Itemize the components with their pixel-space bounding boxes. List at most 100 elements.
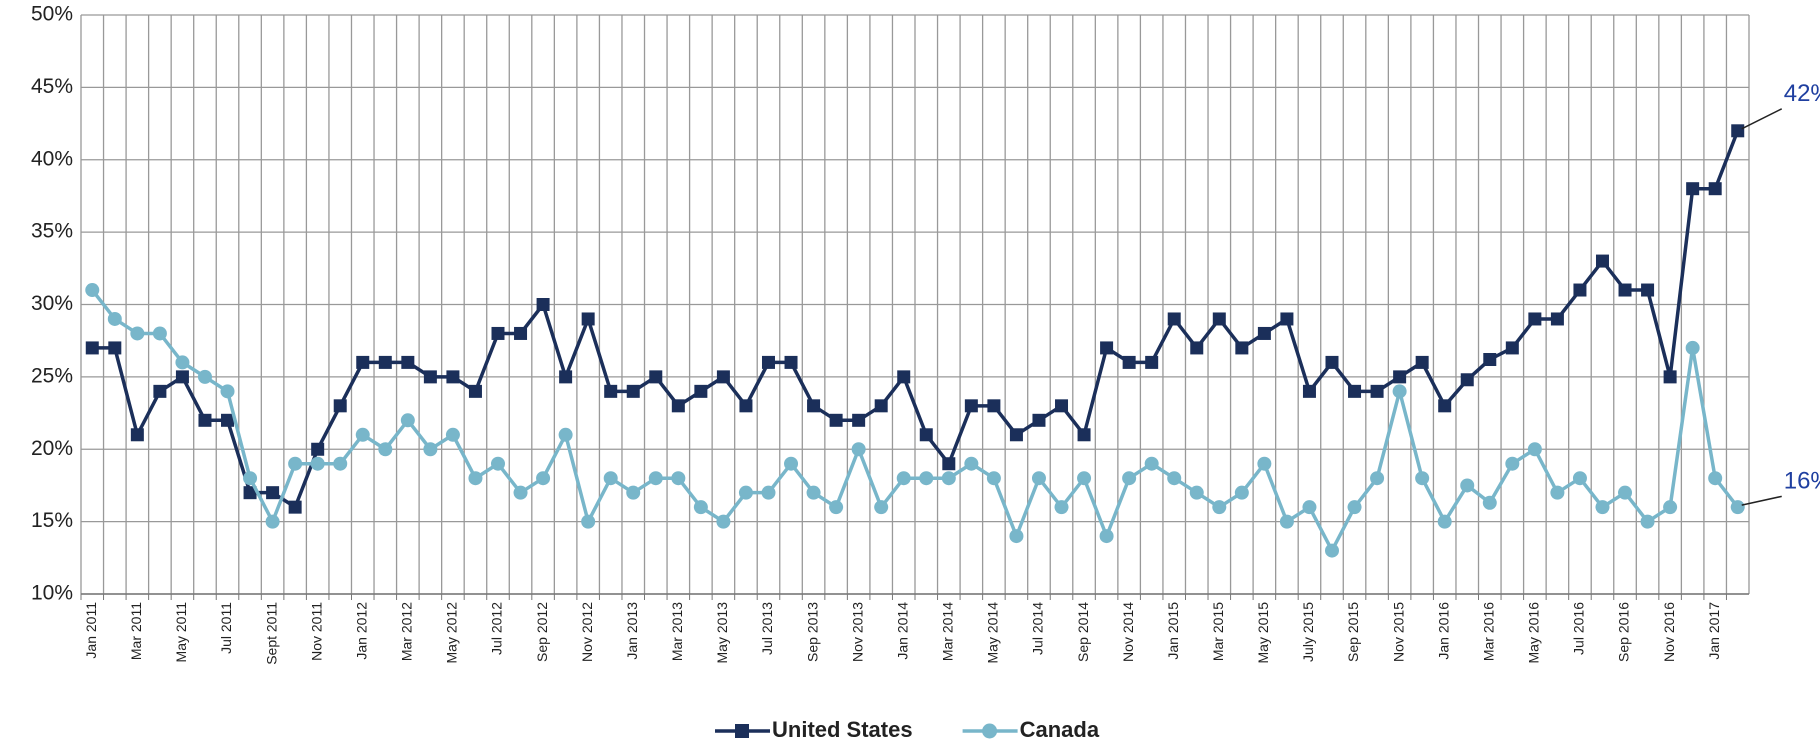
marker [1595, 254, 1609, 268]
x-tick-label: Jan 2012 [353, 602, 369, 660]
marker [1347, 500, 1362, 515]
marker [1302, 384, 1316, 398]
marker [874, 500, 889, 515]
marker [986, 471, 1001, 486]
x-tick-label: May 2014 [985, 602, 1001, 664]
x-tick-label: Nov 2013 [849, 602, 865, 662]
marker [964, 456, 979, 471]
marker [851, 442, 866, 457]
x-tick-label: Mar 2013 [669, 602, 685, 661]
legend-label: Canada [1020, 717, 1100, 742]
x-tick-label: Jul 2014 [1030, 602, 1046, 655]
x-tick-label: Jul 2012 [489, 602, 505, 655]
marker [1031, 471, 1046, 486]
marker [1077, 471, 1092, 486]
marker [446, 370, 460, 384]
x-tick-label: Jan 2017 [1706, 602, 1722, 660]
legend-label: United States [772, 717, 913, 742]
marker [1325, 355, 1339, 369]
marker [221, 413, 235, 427]
marker [1099, 529, 1114, 544]
marker [197, 369, 212, 384]
marker [108, 341, 122, 355]
marker [739, 399, 753, 413]
marker [423, 370, 437, 384]
marker [1280, 312, 1294, 326]
marker [1145, 355, 1159, 369]
marker [333, 399, 347, 413]
marker [1686, 182, 1700, 196]
marker [468, 471, 483, 486]
x-tick-label: Jan 2016 [1435, 602, 1451, 660]
x-tick-label: May 2013 [714, 602, 730, 664]
marker [378, 355, 392, 369]
x-tick-label: Sep 2013 [804, 602, 820, 662]
x-tick-label: Mar 2015 [1210, 602, 1226, 661]
marker [85, 341, 99, 355]
marker [716, 370, 730, 384]
marker [1370, 471, 1385, 486]
marker [1415, 355, 1429, 369]
marker [1234, 485, 1249, 500]
x-tick-label: Sep 2015 [1345, 602, 1361, 662]
x-tick-label: Nov 2011 [308, 602, 324, 661]
marker [1392, 384, 1407, 399]
x-tick-label: Nov 2016 [1661, 602, 1677, 662]
label-leader [1741, 495, 1782, 506]
marker [581, 514, 596, 529]
marker [1077, 428, 1091, 442]
data-label: 42% [1784, 80, 1820, 107]
marker [648, 471, 663, 486]
marker [896, 471, 911, 486]
data-label: 16% [1784, 468, 1820, 495]
x-tick-label: Mar 2011 [128, 602, 144, 660]
marker [311, 442, 325, 456]
marker [874, 399, 888, 413]
x-tick-label: Nov 2012 [579, 602, 595, 662]
marker [649, 370, 663, 384]
x-tick-label: Jul 2011 [218, 602, 234, 654]
x-tick-label: Jul 2016 [1571, 602, 1587, 655]
marker [401, 355, 415, 369]
marker [265, 514, 280, 529]
marker [1167, 312, 1181, 326]
marker [693, 500, 708, 515]
x-tick-label: Jan 2015 [1165, 602, 1181, 660]
marker [1618, 485, 1633, 500]
marker [671, 399, 685, 413]
x-tick-label: Sep 2014 [1075, 602, 1091, 662]
marker [1572, 471, 1587, 486]
y-tick-label: 15% [31, 509, 73, 532]
marker [333, 456, 348, 471]
marker [987, 399, 1001, 413]
legend-marker [982, 723, 998, 739]
marker [1279, 514, 1294, 529]
marker [288, 500, 302, 514]
x-tick-label: July 2015 [1300, 602, 1316, 662]
y-tick-label: 30% [31, 292, 73, 315]
marker [919, 471, 934, 486]
marker [738, 485, 753, 500]
label-leader [1741, 108, 1783, 130]
marker [1730, 500, 1745, 515]
marker [1189, 485, 1204, 500]
marker [581, 312, 595, 326]
marker [445, 427, 460, 442]
marker [1055, 399, 1069, 413]
marker [1640, 514, 1655, 529]
marker [671, 471, 686, 486]
marker [1393, 370, 1407, 384]
marker [1595, 500, 1610, 515]
marker [536, 471, 551, 486]
marker [558, 427, 573, 442]
marker [400, 413, 415, 428]
marker [1550, 312, 1564, 326]
marker [919, 428, 933, 442]
marker [1437, 514, 1452, 529]
marker [1032, 413, 1046, 427]
marker [941, 471, 956, 486]
marker [897, 370, 911, 384]
marker [175, 355, 190, 370]
marker [1482, 495, 1497, 510]
marker [198, 413, 212, 427]
